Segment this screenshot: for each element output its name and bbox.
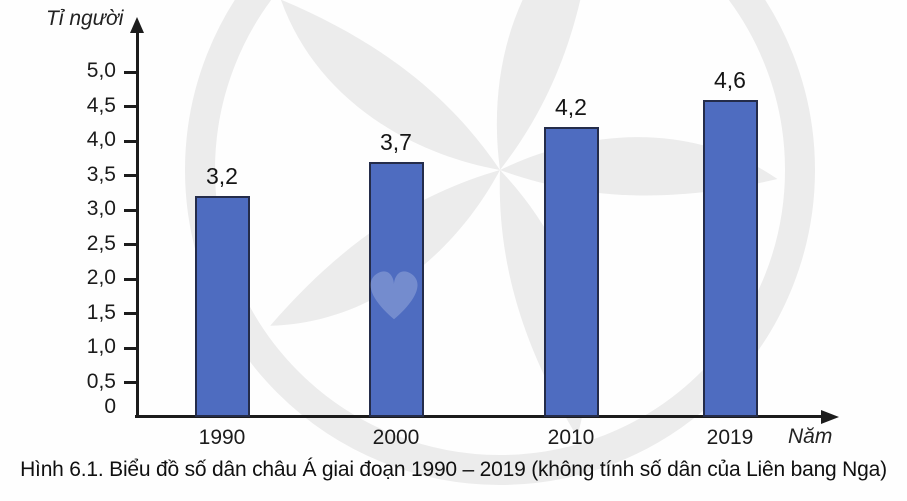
y-tick-label: 2,5 [86, 231, 116, 255]
figure-caption: Hình 6.1. Biểu đồ số dân châu Á giai đoạ… [20, 458, 887, 481]
y-tick-mark [124, 312, 137, 315]
y-tick-label: 5,0 [86, 59, 116, 82]
x-axis-arrow-icon [821, 409, 839, 424]
y-tick-mark [124, 208, 137, 212]
bar-value-label: 3,2 [206, 163, 238, 190]
bar-2010 [543, 127, 599, 417]
x-tick-label: 2019 [706, 426, 754, 449]
y-axis-line [135, 30, 139, 418]
y-tick-mark [124, 381, 137, 384]
y-tick-label: 2,0 [86, 266, 116, 289]
x-tick-label: 1990 [198, 426, 246, 449]
bar-2019 [702, 99, 758, 417]
y-tick-label: 0,5 [86, 369, 116, 393]
y-tick-mark [124, 346, 137, 350]
y-tick-mark [124, 105, 137, 108]
bar-1990 [194, 196, 250, 417]
x-tick-label: 2000 [372, 426, 420, 449]
y-tick-label: 3,5 [86, 162, 116, 186]
y-tick-label: 4,0 [86, 128, 116, 151]
y-tick-mark [124, 174, 137, 177]
y-tick-label: 1,0 [86, 335, 116, 358]
y-tick-label: 4,5 [86, 93, 116, 117]
y-tick-mark [124, 277, 137, 281]
y-tick-label: 1,5 [86, 300, 116, 324]
bar-2000 [368, 161, 424, 417]
y-tick-mark [124, 139, 137, 143]
x-axis-line [135, 415, 825, 418]
x-axis-title: Năm [788, 425, 833, 448]
bar-value-label: 4,2 [555, 94, 587, 121]
y-tick-label: 3,0 [86, 197, 116, 220]
y-tick-mark [124, 70, 137, 74]
y-axis-arrow-icon [130, 17, 144, 33]
bar-value-label: 4,6 [714, 66, 746, 93]
y-tick-label: 0 [104, 395, 116, 418]
y-axis-title: Tỉ người [46, 7, 124, 30]
bar-value-label: 3,7 [380, 128, 412, 155]
y-tick-mark [124, 243, 137, 246]
x-tick-label: 2010 [547, 426, 595, 449]
